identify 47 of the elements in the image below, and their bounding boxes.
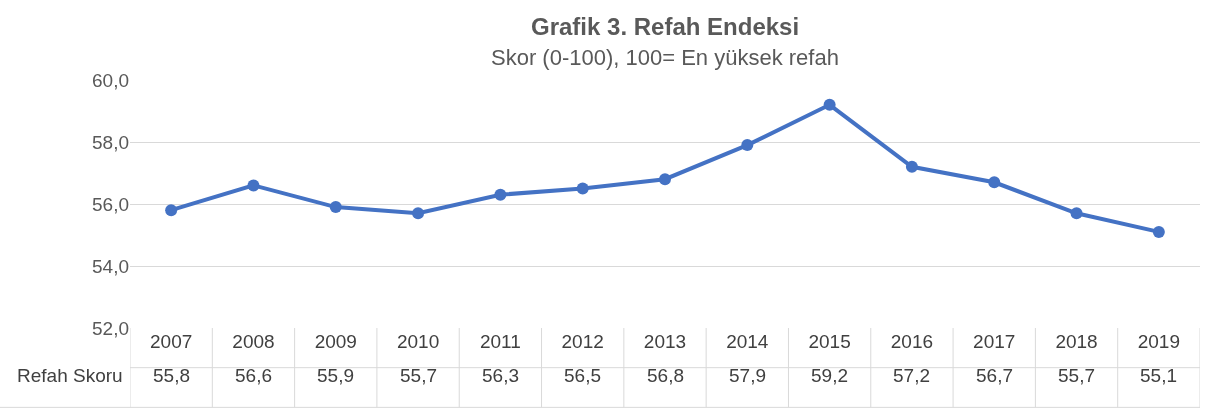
- x-tick-label: 2007: [150, 331, 193, 352]
- data-label: 55,7: [1058, 365, 1095, 386]
- x-tick-label: 2011: [479, 331, 521, 352]
- point: [823, 98, 836, 111]
- data-label: 56,6: [235, 365, 272, 386]
- data-label: 56,8: [647, 365, 684, 386]
- data-label: 55,1: [1140, 365, 1177, 386]
- y-tick-label: 58,0: [92, 131, 129, 153]
- x-tick-label: 2009: [314, 331, 357, 352]
- point: [494, 188, 507, 201]
- point: [741, 139, 754, 152]
- point: [576, 182, 589, 195]
- data-label: 55,7: [400, 365, 437, 386]
- data-label: 56,7: [976, 365, 1013, 386]
- x-tick-label: 2008: [232, 331, 275, 352]
- x-tick-label: 2012: [561, 331, 604, 352]
- x-tick-label: 2010: [396, 331, 440, 352]
- data-label: 55,8: [153, 365, 190, 386]
- point: [905, 160, 918, 173]
- x-tick-label: 2018: [1055, 331, 1098, 352]
- data-label: 57,9: [729, 365, 766, 386]
- x-tick-label: 2019: [1137, 331, 1180, 352]
- point: [1152, 225, 1165, 238]
- x-tick-label: 2017: [973, 331, 1016, 352]
- x-tick-label: 2015: [808, 331, 851, 352]
- text: Refah Skoru: [17, 365, 128, 386]
- point: [247, 179, 260, 192]
- point: [329, 201, 342, 214]
- y-tick-label: 60,0: [92, 69, 129, 91]
- point: [412, 207, 425, 220]
- y-tick-label: 52,0: [92, 317, 129, 339]
- chart-title: Grafik 3. Refah Endeksi: [531, 13, 800, 40]
- chart-subtitle: Skor (0-100), 100= En yüksek refah: [491, 45, 839, 70]
- point: [1070, 207, 1083, 220]
- y-tick-label: 56,0: [92, 193, 129, 215]
- data-label: 59,2: [811, 365, 848, 386]
- data-label: 55,9: [317, 365, 354, 386]
- data-label: 56,5: [564, 365, 601, 386]
- data-label: 56,3: [482, 365, 519, 386]
- point: [988, 176, 1001, 189]
- x-tick-label: 2013: [643, 331, 687, 352]
- data-label: 57,2: [893, 365, 930, 386]
- point: [659, 173, 671, 186]
- x-tick-label: 2014: [726, 331, 769, 352]
- y-tick-label: 54,0: [92, 255, 129, 277]
- x-tick-label: 2016: [890, 331, 934, 352]
- point: [165, 204, 178, 217]
